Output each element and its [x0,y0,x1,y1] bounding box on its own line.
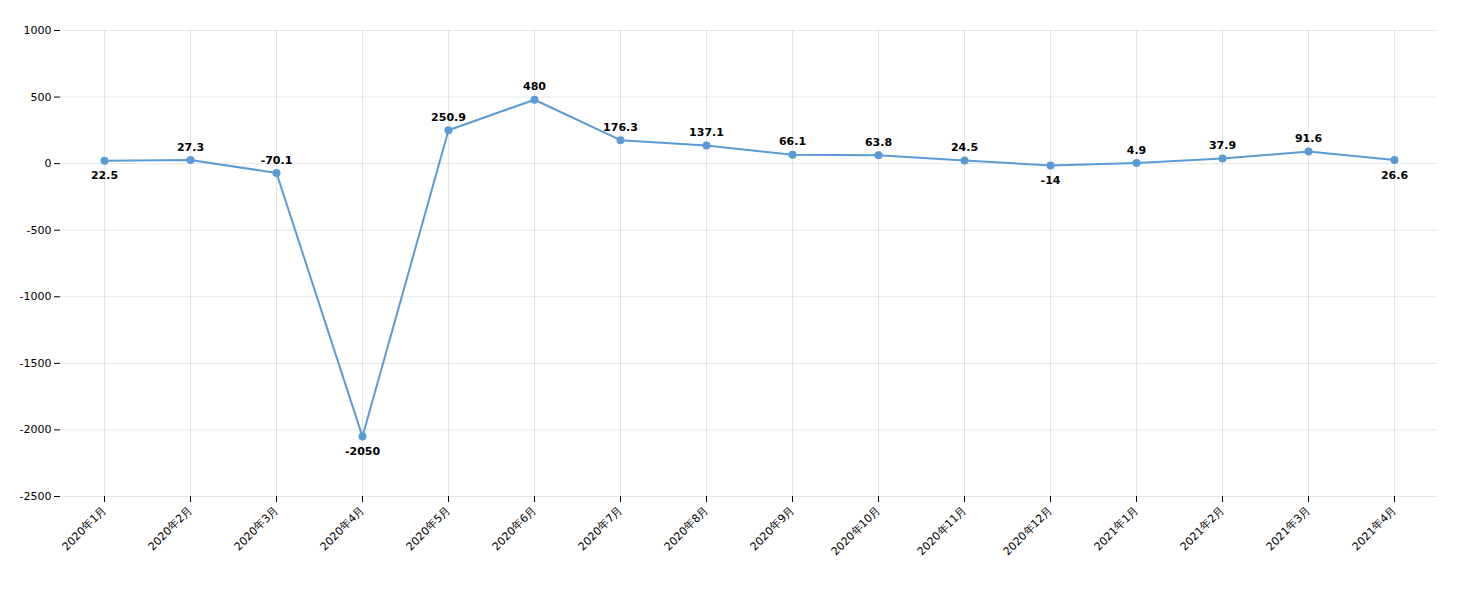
svg-text:-500: -500 [27,224,52,237]
svg-text:2020年6月: 2020年6月 [490,504,539,553]
svg-text:37.9: 37.9 [1209,139,1236,152]
svg-text:500: 500 [31,91,52,104]
svg-text:-2000: -2000 [20,423,52,436]
svg-text:2020年7月: 2020年7月 [576,504,625,553]
svg-text:24.5: 24.5 [951,141,978,154]
svg-text:-2500: -2500 [20,490,52,503]
svg-text:2020年10月: 2020年10月 [829,504,883,558]
svg-text:0: 0 [45,157,52,170]
svg-text:137.1: 137.1 [689,126,724,139]
svg-text:176.3: 176.3 [603,121,638,134]
svg-text:-14: -14 [1041,174,1061,187]
svg-text:2020年1月: 2020年1月 [60,504,109,553]
svg-text:2021年2月: 2021年2月 [1178,504,1227,553]
svg-text:250.9: 250.9 [431,111,466,124]
svg-text:2020年2月: 2020年2月 [146,504,195,553]
svg-text:2020年11月: 2020年11月 [915,504,969,558]
svg-text:22.5: 22.5 [91,169,118,182]
svg-text:2020年8月: 2020年8月 [662,504,711,553]
svg-text:2020年5月: 2020年5月 [404,504,453,553]
svg-text:2020年9月: 2020年9月 [748,504,797,553]
svg-text:2020年12月: 2020年12月 [1001,504,1055,558]
svg-text:-2050: -2050 [345,445,381,458]
svg-text:2021年1月: 2021年1月 [1092,504,1141,553]
svg-text:-1500: -1500 [20,357,52,370]
svg-text:66.1: 66.1 [779,135,806,148]
svg-text:-70.1: -70.1 [261,153,293,166]
svg-text:63.8: 63.8 [865,136,892,149]
svg-text:2021年4月: 2021年4月 [1350,504,1399,553]
svg-text:91.6: 91.6 [1295,132,1322,145]
svg-text:-1000: -1000 [20,290,52,303]
svg-text:1000: 1000 [24,24,52,37]
svg-text:26.6: 26.6 [1381,169,1408,182]
svg-text:27.3: 27.3 [177,141,204,154]
svg-text:2020年3月: 2020年3月 [232,504,281,553]
svg-text:480: 480 [523,80,546,93]
svg-text:2021年3月: 2021年3月 [1264,504,1313,553]
svg-text:2020年4月: 2020年4月 [318,504,367,553]
svg-text:4.9: 4.9 [1127,144,1147,157]
